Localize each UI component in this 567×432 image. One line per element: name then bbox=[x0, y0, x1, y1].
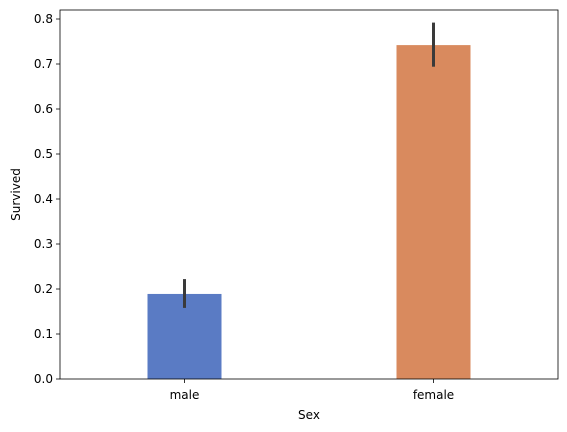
y-tick-label: 0.8 bbox=[34, 12, 53, 26]
x-axis: male female bbox=[170, 379, 454, 402]
y-tick-label: 0.0 bbox=[34, 372, 53, 386]
bar-male bbox=[147, 293, 222, 379]
y-axis: 0.0 0.1 0.2 0.3 0.4 0.5 0.6 0.7 0.8 bbox=[34, 12, 60, 386]
y-tick-label: 0.7 bbox=[34, 57, 53, 71]
plot-frame bbox=[59, 9, 559, 380]
x-axis-title: Sex bbox=[298, 408, 320, 422]
y-tick-label: 0.2 bbox=[34, 282, 53, 296]
bar-female bbox=[396, 45, 471, 379]
y-tick-label: 0.3 bbox=[34, 237, 53, 251]
y-tick-label: 0.6 bbox=[34, 102, 53, 116]
x-tick-label-female: female bbox=[413, 388, 454, 402]
y-axis-title: Survived bbox=[9, 168, 23, 221]
x-tick-label-male: male bbox=[170, 388, 200, 402]
plot-area bbox=[147, 22, 471, 379]
y-tick-label: 0.5 bbox=[34, 147, 53, 161]
y-tick-label: 0.4 bbox=[34, 192, 53, 206]
y-tick-label: 0.1 bbox=[34, 327, 53, 341]
